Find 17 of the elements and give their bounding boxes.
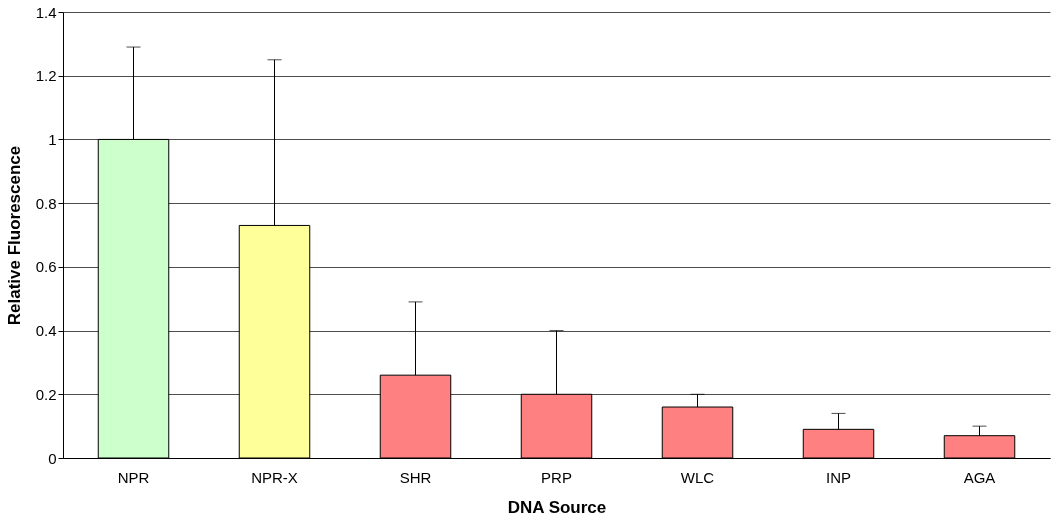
x-axis-title: DNA Source [507, 497, 607, 517]
y-tick-label: 0.8 [35, 194, 57, 212]
y-tick-label: 1 [48, 130, 57, 148]
y-axis-title: Relative Fluorescence [4, 145, 24, 326]
x-tick-label: SHR [399, 468, 432, 486]
x-tick-label: PRP [541, 468, 572, 486]
y-tick-label: 1.4 [35, 3, 57, 21]
x-tick-label: WLC [680, 468, 715, 486]
y-tick-label: 0.6 [35, 258, 57, 276]
x-tick-label: NPR-X [251, 468, 298, 486]
x-tick-label: NPR [117, 468, 150, 486]
y-tick-label: 0.2 [35, 385, 57, 403]
x-tick-label: AGA [963, 468, 996, 486]
y-tick-label: 1.2 [35, 67, 57, 85]
x-tick-label: INP [825, 468, 852, 486]
y-tick-label: 0 [48, 449, 57, 467]
y-tick-label: 0.4 [35, 322, 57, 340]
